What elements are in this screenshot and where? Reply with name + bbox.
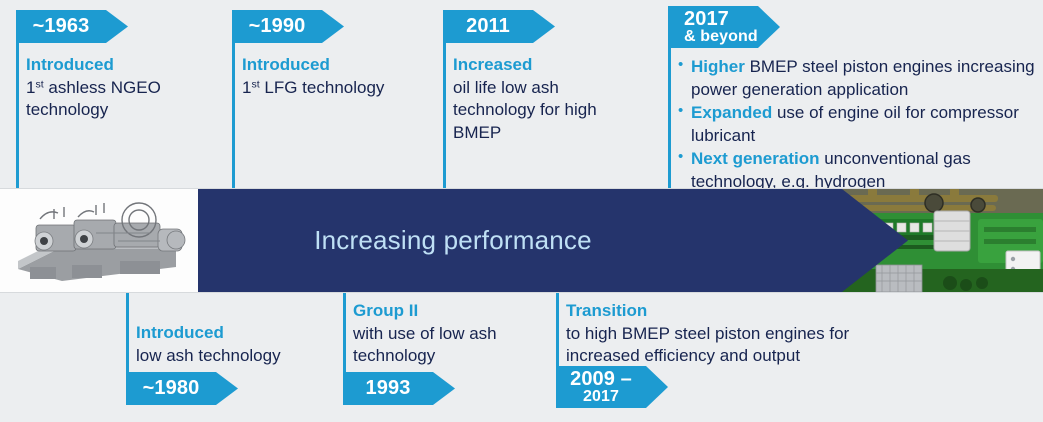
entry-text-2009-2017: Transition to high BMEP steel piston eng…: [566, 300, 896, 368]
bullet-rest: use of engine oil for compressor lubrica…: [691, 103, 1019, 145]
entry-text-2011: Increased oil life low ash technology fo…: [453, 54, 603, 144]
year-tag-2011[interactable]: 2011: [443, 10, 555, 43]
year-tag-2011-label: 2011: [466, 15, 510, 38]
year-tag-1980[interactable]: ~1980: [126, 372, 238, 405]
band-top-hairline: [0, 188, 1043, 189]
year-tag-2017[interactable]: 2017 & beyond: [668, 6, 780, 48]
band-label: Increasing performance: [314, 225, 592, 255]
year-tag-1963-label: ~1963: [32, 15, 90, 38]
band-bottom-hairline: [0, 292, 1043, 293]
entry-text-1963: Introduced 1st ashless NGEO technology: [26, 54, 206, 122]
connector-rule-2009-2017: [556, 292, 559, 366]
year-tag-2009-2017[interactable]: 2009 – 2017: [556, 366, 668, 408]
entry-body-1980: low ash technology: [136, 345, 281, 365]
entry-lede-2011: Increased: [453, 55, 533, 74]
entry-body-1993: with use of low ash technology: [353, 323, 497, 366]
bullet-rest: BMEP steel piston engines increasing pow…: [691, 57, 1035, 99]
entry-text-1990: Introduced 1st LFG technology: [242, 54, 427, 99]
entry-lede-1993: Group II: [353, 301, 419, 320]
year-tag-2009-2017-label: 2009 –: [570, 367, 632, 390]
entry-body-2011: oil life low ash technology for high BME…: [453, 77, 597, 142]
bullet-item: Higher BMEP steel piston engines increas…: [678, 55, 1038, 101]
year-tag-2017-label: 2017: [684, 7, 729, 30]
entry-text-1980: Introduced low ash technology: [136, 322, 346, 367]
year-tag-1980-label: ~1980: [142, 377, 200, 400]
year-tag-1990[interactable]: ~1990: [232, 10, 344, 43]
bullet-list-2017: Higher BMEP steel piston engines increas…: [678, 55, 1038, 194]
entry-body-1963: 1st ashless NGEO technology: [26, 77, 161, 120]
bullet-strong: Higher: [691, 57, 745, 76]
entry-lede-1990: Introduced: [242, 55, 330, 74]
bullet-strong: Next generation: [691, 149, 820, 169]
bullet-strong: Expanded: [691, 103, 773, 123]
year-tag-1993-label: 1993: [365, 377, 411, 400]
entry-text-2017: Higher BMEP steel piston engines increas…: [678, 55, 1038, 195]
entry-lede-2009-2017: Transition: [566, 301, 648, 320]
connector-rule-1993: [343, 292, 346, 372]
connector-rule-1980: [126, 292, 129, 372]
bullet-rest: unconventional gas technology, e.g. hydr…: [691, 149, 971, 192]
entry-lede-1980: Introduced: [136, 323, 224, 342]
year-tag-2009-2017-sublabel: 2017: [583, 388, 619, 406]
increasing-performance-band: Increasing performance: [198, 189, 908, 292]
entry-body-2009-2017: to high BMEP steel piston engines for in…: [566, 323, 850, 366]
bullet-item: Expanded use of engine oil for compresso…: [678, 101, 1038, 147]
connector-rule-1963: [16, 10, 19, 189]
connector-rule-2011: [443, 10, 446, 189]
connector-rule-1990: [232, 10, 235, 189]
connector-rule-2017: [668, 6, 671, 189]
year-tag-1993[interactable]: 1993: [343, 372, 455, 405]
year-tag-1963[interactable]: ~1963: [16, 10, 128, 43]
year-tag-2017-sublabel: & beyond: [684, 28, 758, 46]
entry-lede-1963: Introduced: [26, 55, 114, 74]
entry-body-1990: 1st LFG technology: [242, 77, 385, 97]
bullet-item: Next generation unconventional gas techn…: [678, 147, 1038, 193]
vintage-engine-photo: [0, 189, 200, 292]
entry-text-1993: Group II with use of low ash technology: [353, 300, 513, 368]
year-tag-1990-label: ~1990: [248, 15, 306, 38]
